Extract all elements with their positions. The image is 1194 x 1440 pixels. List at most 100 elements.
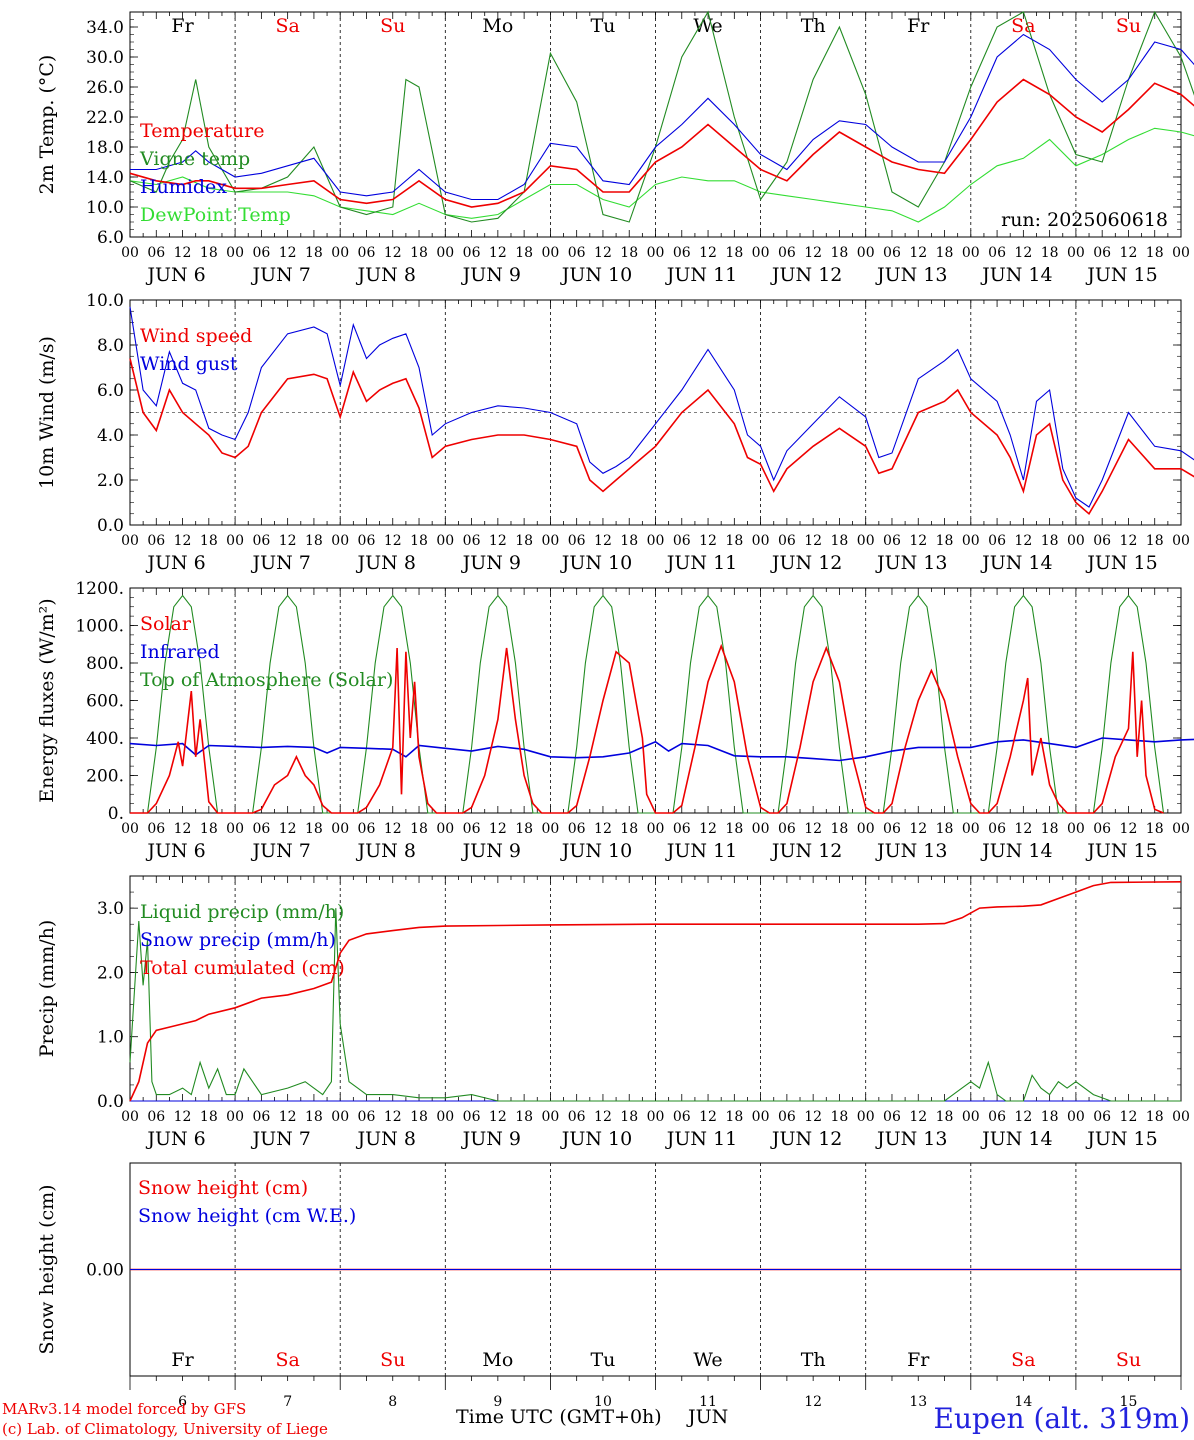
hour-label: 18 [200, 245, 218, 261]
snow-ylabel: Snow height (cm) [36, 1184, 58, 1354]
hour-label: 00 [647, 821, 665, 837]
hour-label: 18 [1146, 533, 1164, 549]
hour-label: 12 [174, 245, 192, 261]
y-tick-label: 0.00 [86, 1261, 124, 1281]
series-line-precip [129, 881, 1182, 1102]
legend-entry: Snow height (cm) [138, 1177, 308, 1199]
hour-label: 00 [541, 533, 559, 549]
hour-label: 18 [936, 1109, 954, 1125]
y-tick-label: 200. [86, 767, 124, 787]
day-date-label: JUN 10 [560, 840, 632, 862]
hour-label: 00 [1172, 533, 1190, 549]
hour-label: 18 [620, 821, 638, 837]
hour-label: 18 [936, 821, 954, 837]
day-number-label: 14 [1014, 1394, 1032, 1410]
hour-label: 06 [883, 533, 901, 549]
hour-label: 18 [936, 245, 954, 261]
hour-label: 00 [647, 245, 665, 261]
series-line-wind [129, 358, 1194, 516]
panel-flux: 00 06 12 18 00 06 12 18 00 06 12 18 00 06 12 18 00 06 12 18… [36, 579, 1194, 862]
day-date-label: JUN 9 [461, 264, 521, 286]
footer-model: MARv3.14 model forced by GFS [2, 1400, 246, 1418]
y-tick-label: 14.0 [86, 168, 124, 188]
hour-label: 12 [594, 821, 612, 837]
hour-label: 18 [725, 533, 743, 549]
legend-entry: DewPoint Temp [140, 204, 291, 226]
series-line-precip [129, 908, 1181, 1102]
day-date-label: JUN 9 [461, 552, 521, 574]
hour-label: 06 [883, 821, 901, 837]
hour-label: 00 [541, 1109, 559, 1125]
hour-label: 00 [752, 821, 770, 837]
hour-label: 18 [620, 245, 638, 261]
hour-label: 12 [804, 533, 822, 549]
hour-label: 18 [410, 245, 428, 261]
weekday-label: Fr [171, 1349, 194, 1371]
day-date-label: JUN 13 [875, 1128, 947, 1150]
hour-label: 12 [909, 533, 927, 549]
hour-label: 06 [252, 245, 270, 261]
legend-entry: Temperature [140, 120, 264, 142]
run-label: run: 2025060618 [1001, 209, 1168, 231]
hour-label: 00 [436, 245, 454, 261]
hour-label: 00 [121, 1109, 139, 1125]
footer-copyright: (c) Lab. of Climatology, University of L… [2, 1420, 328, 1438]
day-date-label: JUN 13 [875, 552, 947, 574]
hour-label: 00 [857, 821, 875, 837]
y-tick-label: 2.0 [97, 963, 124, 983]
hour-label: 06 [988, 245, 1006, 261]
hour-label: 06 [673, 821, 691, 837]
day-date-label: JUN 15 [1085, 840, 1157, 862]
day-date-label: JUN 13 [875, 264, 947, 286]
legend-entry: Total cumulated (cm) [140, 957, 345, 979]
hour-label: 06 [463, 1109, 481, 1125]
day-date-label: JUN 13 [875, 840, 947, 862]
hour-label: 18 [1146, 1109, 1164, 1125]
hour-label: 00 [331, 821, 349, 837]
hour-label: 12 [909, 245, 927, 261]
day-number-label: 6 [178, 1394, 187, 1410]
hour-label: 18 [1146, 821, 1164, 837]
hour-label: 18 [515, 1109, 533, 1125]
hour-label: 18 [725, 821, 743, 837]
hour-label: 00 [121, 821, 139, 837]
y-tick-label: 800. [86, 654, 124, 674]
y-tick-label: 3.0 [97, 899, 124, 919]
hour-label: 18 [620, 1109, 638, 1125]
legend-entry: Liquid precip (mm/h) [140, 901, 344, 923]
day-number-label: 8 [388, 1394, 397, 1410]
weekday-label: Su [1116, 1349, 1141, 1371]
hour-label: 18 [515, 533, 533, 549]
hour-label: 00 [752, 1109, 770, 1125]
hour-label: 18 [831, 245, 849, 261]
hour-label: 12 [489, 533, 507, 549]
hour-label: 12 [1120, 533, 1138, 549]
day-date-label: JUN 14 [980, 552, 1052, 574]
station-label: Eupen (alt. 319m) [934, 1402, 1190, 1435]
hour-label: 12 [594, 245, 612, 261]
day-date-label: JUN 14 [980, 1128, 1052, 1150]
hour-label: 18 [515, 245, 533, 261]
hour-label: 00 [121, 533, 139, 549]
hour-label: 00 [1067, 245, 1085, 261]
series-line-flux [130, 594, 1165, 814]
hour-label: 00 [752, 245, 770, 261]
hour-label: 00 [331, 245, 349, 261]
day-date-label: JUN 12 [770, 264, 842, 286]
y-tick-label: 0.0 [97, 516, 124, 536]
hour-label: 12 [1014, 1109, 1032, 1125]
hour-label: 12 [1120, 821, 1138, 837]
y-tick-label: 8.0 [97, 336, 124, 356]
hour-label: 12 [174, 533, 192, 549]
day-date-label: JUN 10 [560, 552, 632, 574]
day-date-label: JUN 10 [560, 264, 632, 286]
panel-precip: 00 06 12 18 00 06 12 18 00 06 12 18 00 06 12 18 00 06 12 18… [36, 875, 1190, 1150]
hour-label: 00 [436, 1109, 454, 1125]
hour-label: 06 [1093, 821, 1111, 837]
hour-label: 00 [962, 245, 980, 261]
hour-label: 00 [857, 533, 875, 549]
day-date-label: JUN 8 [356, 552, 416, 574]
y-tick-label: 0.0 [97, 1092, 124, 1112]
legend-entry: Humidex [140, 176, 227, 198]
